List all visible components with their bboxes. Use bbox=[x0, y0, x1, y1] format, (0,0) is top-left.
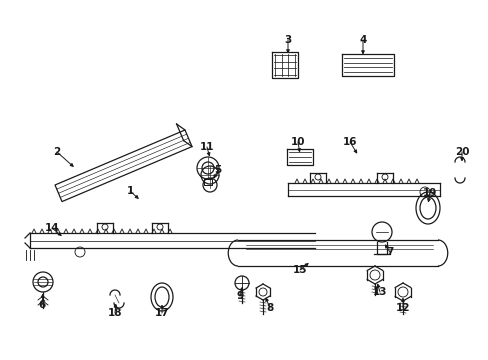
Text: 10: 10 bbox=[290, 137, 305, 147]
Text: 3: 3 bbox=[284, 35, 291, 45]
Text: 12: 12 bbox=[395, 303, 409, 313]
Text: 11: 11 bbox=[199, 142, 214, 152]
Text: 19: 19 bbox=[422, 188, 436, 198]
Text: 17: 17 bbox=[154, 308, 169, 318]
Text: 6: 6 bbox=[38, 300, 45, 310]
Text: 20: 20 bbox=[454, 147, 468, 157]
Text: 18: 18 bbox=[107, 308, 122, 318]
Text: 7: 7 bbox=[386, 247, 393, 257]
Text: 9: 9 bbox=[236, 291, 243, 301]
Text: 15: 15 bbox=[292, 265, 306, 275]
Text: 5: 5 bbox=[214, 165, 221, 175]
Text: 1: 1 bbox=[126, 186, 133, 196]
Text: 2: 2 bbox=[53, 147, 61, 157]
Text: 14: 14 bbox=[44, 223, 59, 233]
Text: 4: 4 bbox=[359, 35, 366, 45]
Text: 16: 16 bbox=[342, 137, 357, 147]
Text: 8: 8 bbox=[266, 303, 273, 313]
Text: 13: 13 bbox=[372, 287, 386, 297]
